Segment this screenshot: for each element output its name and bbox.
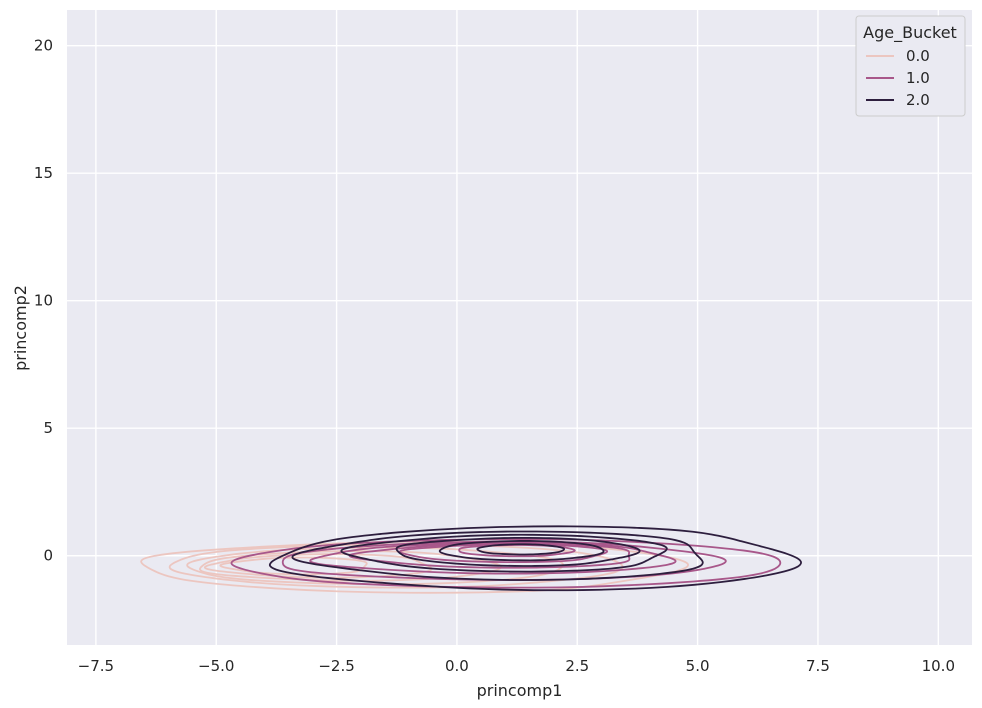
legend-box [855, 15, 966, 117]
y-tick-label: 0 [43, 547, 53, 565]
x-tick-label: −7.5 [78, 657, 114, 675]
x-tick-label: 10.0 [922, 657, 955, 675]
legend-label: 0.0 [906, 47, 930, 65]
contour-line [398, 543, 609, 564]
legend: Age_Bucket 0.0 1.0 2.0 [855, 15, 966, 117]
contour-line [186, 546, 565, 586]
x-tick-label: 7.5 [806, 657, 830, 675]
x-axis-label: princomp1 [477, 681, 563, 700]
y-tick-label: 5 [43, 419, 53, 437]
contour-line [168, 543, 624, 589]
legend-label: 2.0 [906, 91, 930, 109]
contour-line [199, 550, 503, 582]
series-2.0-contours [268, 525, 802, 592]
contour-layer [140, 525, 802, 594]
contour-line [230, 538, 782, 589]
legend-title: Age_Bucket [863, 23, 957, 43]
x-tick-label: 0.0 [445, 657, 469, 675]
x-tick-label: 2.5 [565, 657, 589, 675]
contour-line [268, 525, 802, 592]
contour-line [340, 533, 668, 573]
x-tick-label: −5.0 [198, 657, 234, 675]
y-tick-label: 10 [34, 292, 53, 310]
contour-line [395, 536, 641, 567]
y-tick-labels: 0 5 10 15 20 [34, 37, 53, 565]
legend-entries: 0.0 1.0 2.0 [866, 47, 930, 109]
y-tick-label: 20 [34, 37, 53, 55]
y-tick-label: 15 [34, 164, 53, 182]
x-tick-labels: −7.5 −5.0 −2.5 0.0 2.5 5.0 7.5 10.0 [78, 657, 955, 675]
y-axis-label: princomp2 [11, 285, 30, 371]
contour-line [291, 530, 704, 581]
legend-label: 1.0 [906, 69, 930, 87]
contour-line [438, 540, 605, 562]
x-tick-label: −2.5 [318, 657, 354, 675]
x-tick-label: 5.0 [686, 657, 710, 675]
contour-line [476, 543, 566, 556]
